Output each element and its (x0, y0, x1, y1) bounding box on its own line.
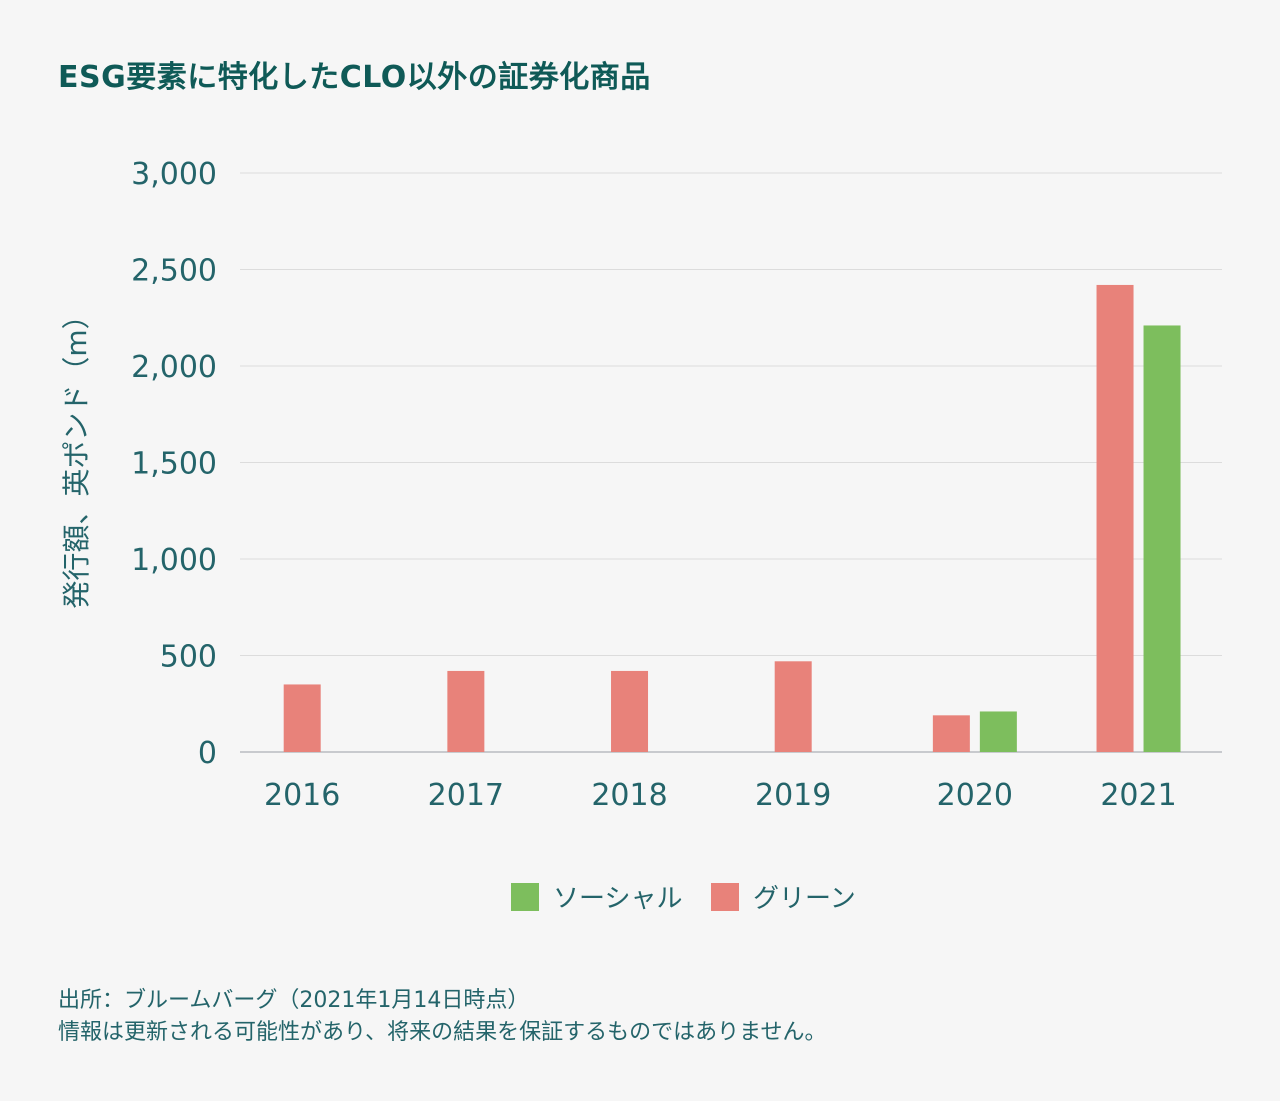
bar-social-2020 (979, 711, 1017, 752)
bar-chart: 0 500 1,000 1,500 2,000 2,500 3,000 発行額、英ポンド（m）… (60, 157, 1222, 813)
bar-green-2019 (774, 661, 812, 752)
chart-title: ESG要素に特化したCLO以外の証券化商品 (58, 60, 651, 95)
legend-item-green: グリーン (711, 878, 856, 915)
legend-label-green: グリーン (753, 884, 856, 914)
bar-green-2020 (932, 715, 970, 752)
y-tick-label: 500 (160, 640, 217, 675)
legend-swatch-green (711, 882, 739, 911)
bar-green-2017 (447, 670, 485, 752)
bar-green-2021 (1096, 284, 1134, 752)
y-tick-label: 2,500 (131, 254, 217, 289)
bar-social-2021 (1143, 325, 1181, 752)
y-tick-label: 3,000 (131, 157, 217, 192)
y-tick-label: 1,500 (131, 447, 217, 482)
y-tick-label: 2,000 (131, 350, 217, 385)
x-tick-label: 2017 (428, 778, 504, 813)
source-note: 出所：ブルームバーグ（2021年1月14日時点） 情報は更新される可能性があり、… (58, 985, 826, 1049)
bar-green-2018 (611, 670, 649, 752)
y-axis-label: 発行額、英ポンド（m） (60, 301, 93, 608)
x-tick-label: 2021 (1100, 778, 1176, 813)
source-line: 出所：ブルームバーグ（2021年1月14日時点） (58, 988, 530, 1013)
disclaimer-line: 情報は更新される可能性があり、将来の結果を保証するものではありません。 (58, 1020, 827, 1045)
x-tick-label: 2016 (264, 778, 340, 813)
y-tick-label: 0 (198, 736, 217, 771)
x-tick-label: 2020 (937, 778, 1013, 813)
y-tick-label: 1,000 (131, 543, 217, 578)
legend-swatch-social (511, 882, 539, 911)
x-tick-label: 2018 (591, 778, 667, 813)
legend: ソーシャル グリーン (0, 878, 1280, 918)
x-tick-label: 2019 (755, 778, 831, 813)
bar-green-2016 (283, 684, 321, 752)
legend-label-social: ソーシャル (553, 884, 683, 914)
legend-item-social: ソーシャル (511, 878, 682, 915)
